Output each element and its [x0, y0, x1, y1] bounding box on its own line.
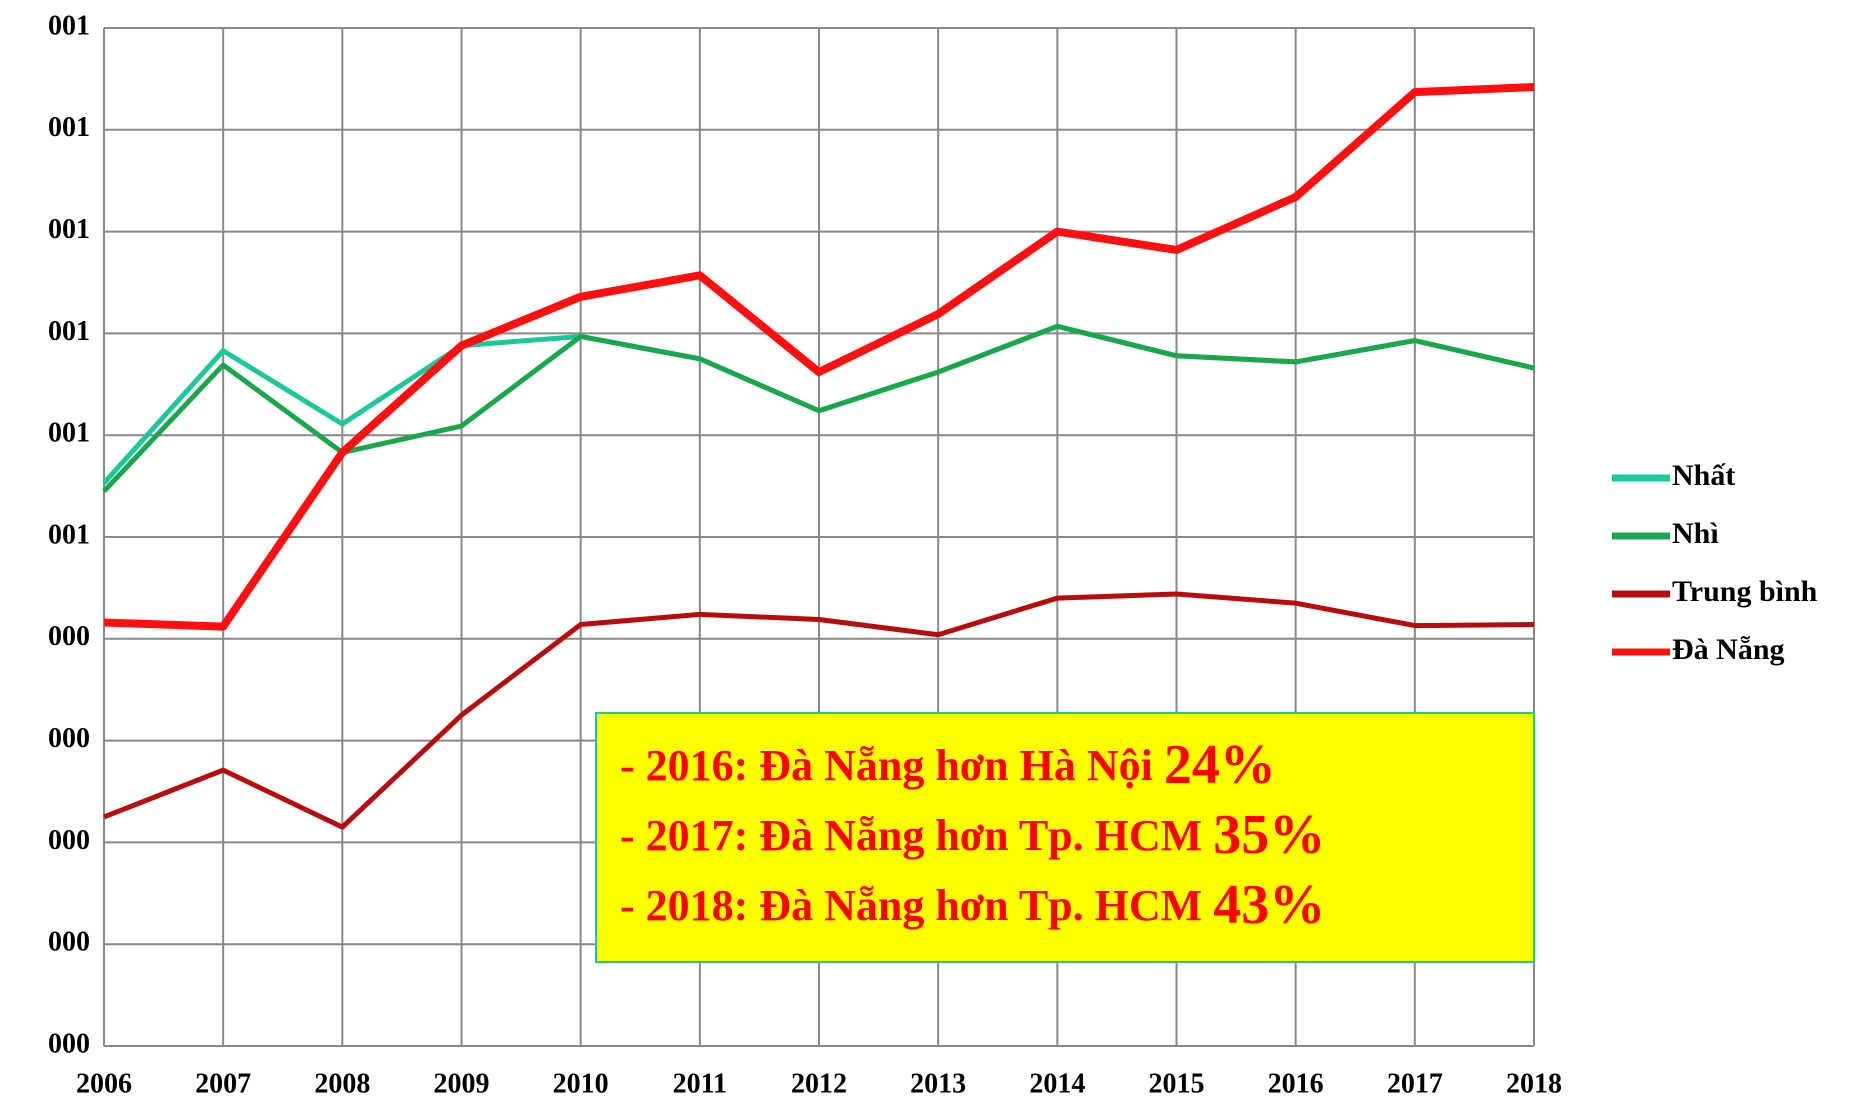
legend-label: Nhì — [1672, 517, 1719, 550]
x-tick-label: 2008 — [314, 1068, 370, 1099]
y-tick-label: 000 — [48, 825, 90, 856]
y-tick-label: 001 — [48, 10, 90, 41]
annotation-highlight: 24% — [1164, 734, 1276, 796]
annotation-highlight: 35% — [1213, 804, 1325, 866]
x-tick-label: 2013 — [910, 1068, 966, 1099]
y-tick-label: 000 — [48, 723, 90, 754]
x-tick-label: 2018 — [1506, 1068, 1562, 1099]
y-tick-label: 001 — [48, 418, 90, 449]
legend-label: Đà Nẵng — [1672, 633, 1785, 666]
x-tick-label: 2015 — [1149, 1068, 1205, 1099]
legend-label: Nhất — [1672, 459, 1735, 492]
annotation-highlight: 43% — [1213, 874, 1325, 936]
x-tick-label: 2016 — [1268, 1068, 1324, 1099]
annotation-text: - 2016: Đà Nẵng hơn Hà Nội 24% — [620, 734, 1276, 796]
y-tick-label: 000 — [48, 621, 90, 652]
y-tick-label: 001 — [48, 214, 90, 245]
annotation-part: - 2017: Đà Nẵng hơn Tp. HCM — [620, 811, 1213, 860]
legend-label: Trung bình — [1672, 575, 1818, 608]
y-tick-label: 000 — [48, 927, 90, 958]
x-tick-label: 2010 — [553, 1068, 609, 1099]
x-tick-label: 2007 — [195, 1068, 251, 1099]
annotation-text: - 2017: Đà Nẵng hơn Tp. HCM 35% — [620, 804, 1325, 866]
annotation-box — [595, 712, 1535, 963]
y-tick-label: 001 — [48, 112, 90, 143]
line-series — [103, 591, 1535, 830]
x-tick-label: 2017 — [1387, 1068, 1443, 1099]
line-series — [103, 83, 1535, 631]
x-tick-label: 2012 — [791, 1068, 847, 1099]
x-tick-label: 2011 — [673, 1068, 727, 1099]
y-tick-label: 000 — [48, 1028, 90, 1059]
y-tick-label: 001 — [48, 316, 90, 347]
annotation-text: - 2018: Đà Nẵng hơn Tp. HCM 43% — [620, 874, 1325, 936]
annotation-part: - 2016: Đà Nẵng hơn Hà Nội — [620, 741, 1164, 790]
annotation-part: - 2018: Đà Nẵng hơn Tp. HCM — [620, 881, 1213, 930]
y-tick-label: 001 — [48, 519, 90, 550]
x-tick-label: 2006 — [76, 1068, 132, 1099]
x-tick-label: 2014 — [1029, 1068, 1085, 1099]
x-tick-label: 2009 — [434, 1068, 490, 1099]
